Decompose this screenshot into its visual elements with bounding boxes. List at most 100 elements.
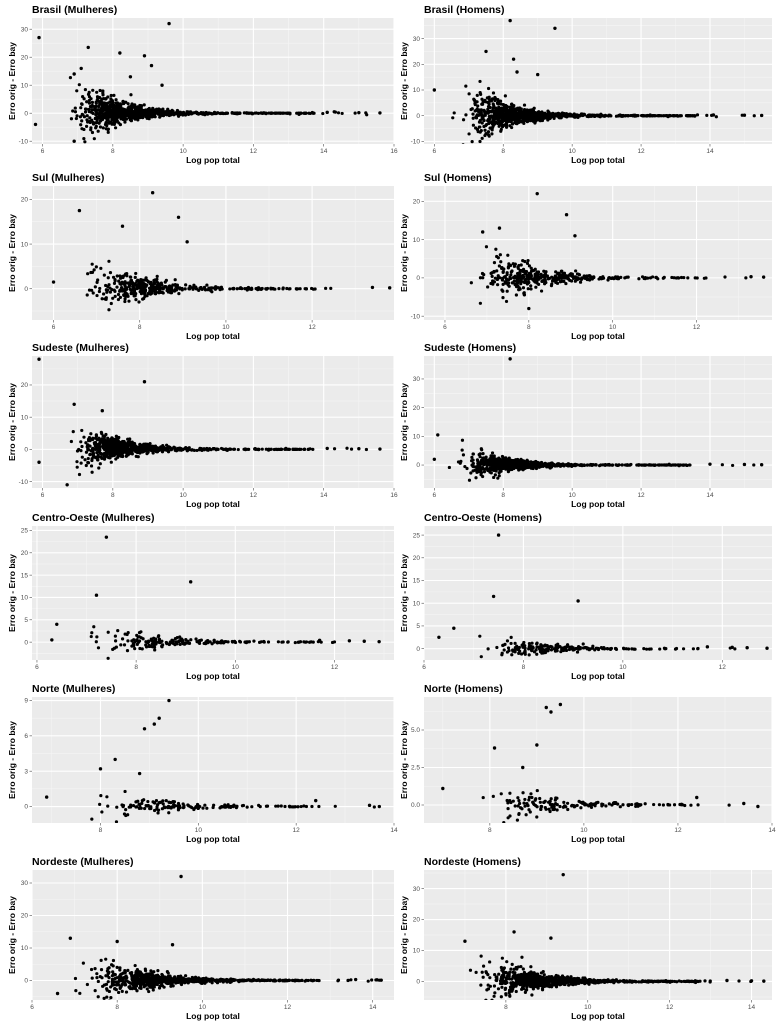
scatter-point (471, 116, 475, 120)
scatter-point (506, 113, 510, 117)
scatter-point (498, 253, 502, 257)
scatter-point-outlier (37, 357, 41, 361)
scatter-point (101, 439, 105, 443)
scatter-point (274, 111, 278, 115)
y-axis-label: Erro orig - Erro bay (399, 554, 409, 632)
scatter-point (113, 119, 117, 123)
scatter-point (183, 287, 187, 291)
scatter-point-outlier (176, 215, 181, 219)
scatter-point (179, 446, 183, 451)
scatter-point (136, 282, 140, 287)
scatter-point (87, 101, 92, 105)
scatter-point (696, 646, 700, 651)
scatter-point (505, 104, 509, 109)
scatter-point (95, 90, 99, 94)
scatter-point (469, 471, 473, 475)
scatter-point (125, 293, 129, 298)
scatter-point (214, 111, 218, 116)
scatter-point (464, 113, 468, 117)
x-axis-label: Log pop total (186, 331, 240, 341)
scatter-point (474, 476, 478, 480)
scatter-point (160, 644, 164, 648)
scatter-point (256, 111, 261, 115)
x-axis-label: Log pop total (186, 671, 240, 681)
scatter-point (535, 645, 539, 649)
scatter-point (522, 291, 526, 295)
scatter-point (126, 281, 130, 285)
scatter-point (148, 111, 152, 115)
scatter-point (661, 114, 665, 118)
scatter-point (499, 102, 503, 106)
scatter-point (505, 650, 510, 654)
scatter-point (550, 112, 554, 116)
scatter-point (522, 116, 526, 120)
scatter-point-outlier (77, 208, 82, 213)
y-axis-label: Erro orig - Erro bay (7, 214, 17, 292)
scatter-point (587, 648, 591, 652)
panel-background (32, 356, 394, 488)
scatter-point (244, 111, 248, 115)
panel-title: Sul (Homens) (424, 172, 492, 184)
scatter-point (160, 448, 164, 452)
scatter-point (137, 639, 142, 643)
scatter-point (526, 465, 530, 470)
scatter-point (89, 126, 93, 130)
scatter-point (270, 287, 275, 291)
scatter-point (525, 276, 529, 280)
scatter-point (88, 116, 92, 120)
scatter-point (619, 275, 623, 280)
scatter-point-outlier (325, 446, 329, 451)
scatter-point (107, 456, 112, 460)
scatter-point (216, 447, 220, 451)
scatter-point-outlier (100, 409, 104, 413)
scatter-point (491, 91, 496, 95)
scatter-point (714, 115, 718, 119)
scatter-point (92, 108, 96, 112)
scatter-point (85, 293, 89, 297)
scatter-point (723, 275, 727, 279)
scatter-point (101, 126, 105, 130)
scatter-point (482, 118, 486, 123)
scatter-point (178, 110, 183, 114)
scatter-point (525, 261, 530, 265)
scatter-point (94, 640, 98, 644)
scatter-point (481, 474, 485, 479)
scatter-point (460, 438, 465, 442)
scatter-point (510, 108, 514, 112)
scatter-point (554, 270, 558, 274)
scatter-point (119, 115, 123, 120)
scatter-point (467, 478, 472, 482)
scatter-point (585, 646, 589, 650)
scatter-point (486, 86, 491, 91)
scatter-point (546, 118, 550, 122)
y-tick-label: 10 (21, 82, 29, 89)
scatter-point-outlier (511, 57, 516, 61)
x-tick-label: 12 (250, 492, 258, 499)
scatter-point (490, 132, 494, 136)
scatter-point (521, 642, 525, 646)
scatter-point (129, 275, 133, 279)
scatter-point (495, 254, 499, 259)
scatter-point (175, 642, 179, 646)
scatter-point (673, 647, 678, 651)
scatter-point (296, 640, 300, 644)
scatter-point (637, 463, 641, 467)
scatter-point (518, 276, 522, 280)
scatter-point (106, 95, 110, 99)
scatter-point (111, 296, 115, 300)
scatter-point-outlier (730, 645, 734, 649)
scatter-point (502, 648, 506, 652)
scatter-point (115, 437, 119, 441)
scatter-point (226, 640, 230, 644)
scatter-point (94, 124, 98, 128)
scatter-point (82, 137, 86, 141)
y-tick-label: 20 (413, 405, 421, 412)
scatter-point-outlier (377, 639, 381, 644)
scatter-point (500, 454, 505, 459)
scatter-point (206, 112, 211, 116)
scatter-point (569, 647, 573, 651)
scatter-point (295, 111, 299, 115)
scatter-point (256, 447, 261, 452)
scatter-point (523, 259, 527, 264)
